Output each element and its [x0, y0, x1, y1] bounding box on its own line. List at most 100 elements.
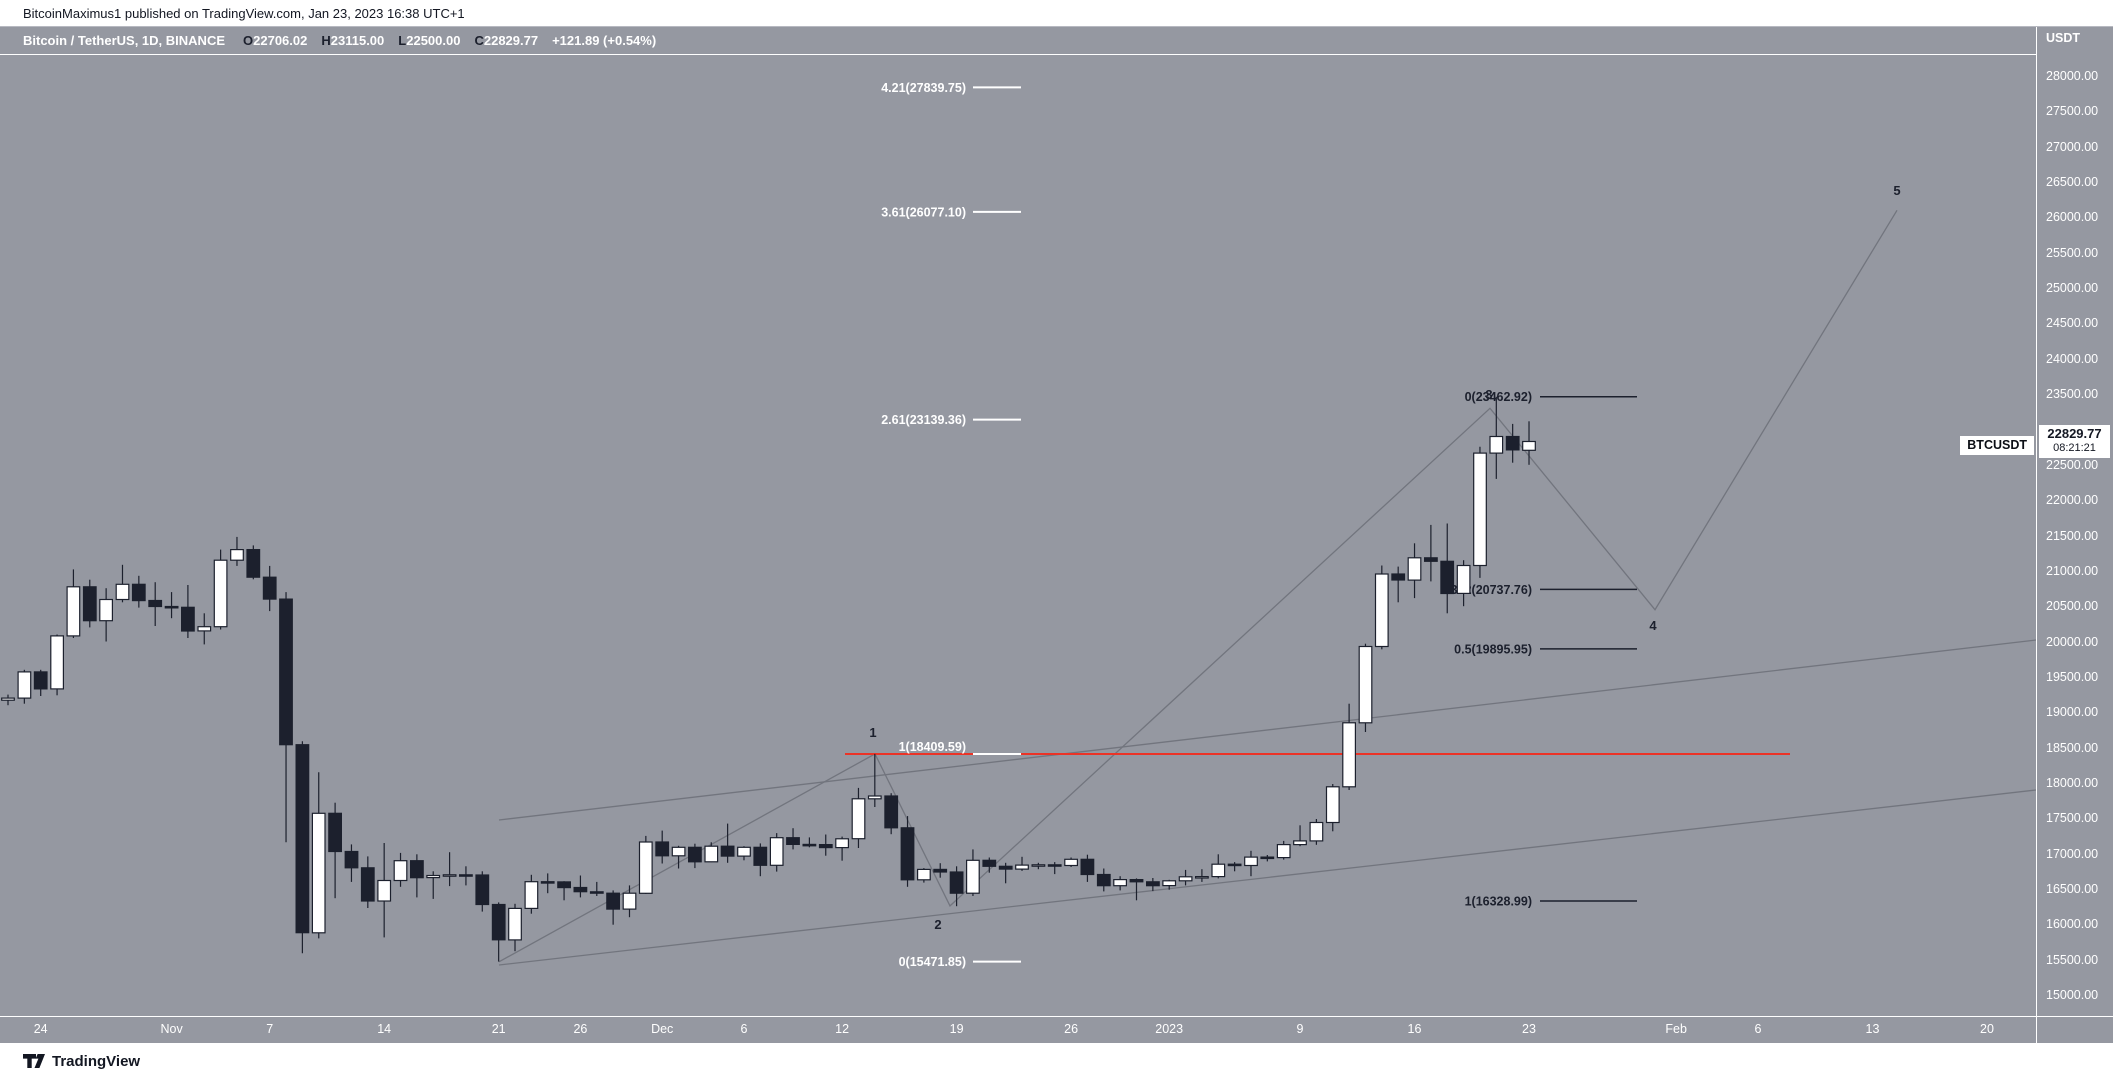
candle [360, 867, 375, 902]
wave-label-2: 2 [934, 917, 941, 932]
candle [720, 845, 735, 857]
candle [802, 843, 817, 847]
candle [1113, 878, 1128, 887]
candle [998, 865, 1013, 870]
trendline[interactable] [498, 639, 2036, 821]
candle [328, 812, 342, 853]
candle [17, 671, 32, 699]
fib-extension-label: 0(15471.85) [899, 955, 966, 969]
candle [426, 874, 441, 879]
time-tick: 13 [1865, 1022, 1880, 1036]
candle [197, 626, 212, 632]
candle [491, 903, 506, 941]
candle [1064, 858, 1079, 867]
candle [230, 548, 244, 561]
time-axis[interactable]: 24 Nov 7 14 21 26 Dec 6 12 19 26 2023 9 16 23 Feb 6 13 20 [0, 1016, 2036, 1044]
price-tick: 17000.00 [2046, 846, 2099, 861]
candle [344, 850, 359, 869]
low-value: L22500.00 [398, 33, 461, 48]
chart-area[interactable]: 4.21(27839.75) 3.61(26077.10) 2.61(23139.3… [0, 27, 2036, 1016]
candle [1129, 878, 1144, 883]
wave-label-3: 3 [1485, 387, 1492, 402]
candle [262, 576, 277, 600]
candle [786, 837, 800, 846]
candle [1309, 821, 1324, 842]
price-tick: 20000.00 [2046, 634, 2099, 649]
candle [916, 868, 931, 881]
candle [99, 598, 114, 622]
candle [769, 837, 784, 866]
candle [1162, 880, 1177, 887]
price-tick: 26000.00 [2046, 210, 2099, 225]
elliott-wave-path[interactable] [498, 209, 1898, 963]
wave-label-1: 1 [869, 725, 876, 740]
price-tick: 17500.00 [2046, 811, 2099, 826]
candle [246, 548, 261, 578]
price-axis[interactable]: USDT 22829.77 08:21:21 28000.00 27500.00 2… [2036, 27, 2113, 1043]
time-tick: 14 [377, 1022, 392, 1036]
candle [1342, 722, 1357, 788]
last-price-value: 22829.77 [2047, 425, 2102, 441]
price-tick: 27000.00 [2046, 139, 2099, 154]
tradingview-brand[interactable]: TradingView [52, 1052, 141, 1070]
last-price-label: 22829.77 08:21:21 [2039, 424, 2110, 458]
candle [1227, 863, 1242, 867]
time-tick: 20 [1980, 1022, 1994, 1036]
price-tick: 19000.00 [2046, 705, 2099, 720]
time-tick: 2023 [1155, 1022, 1184, 1036]
candle [1145, 881, 1160, 887]
axis-corner [2036, 1016, 2113, 1044]
candle [1, 697, 15, 701]
candle [753, 846, 768, 866]
candle [181, 606, 195, 632]
time-tick: 26 [1064, 1022, 1079, 1036]
price-tick: 20500.00 [2046, 599, 2099, 614]
fib-retracement-label: 1(16328.99) [1465, 895, 1532, 909]
candle [1293, 840, 1307, 846]
candle [1407, 557, 1422, 581]
price-tick: 24500.00 [2046, 316, 2099, 331]
wave-label-4: 4 [1649, 618, 1657, 633]
candle [279, 598, 293, 746]
price-tick: 26500.00 [2046, 175, 2099, 189]
candle [1096, 873, 1111, 887]
candle [1047, 864, 1062, 867]
candle [835, 838, 849, 849]
time-tick: 6 [1754, 1022, 1762, 1036]
price-chart[interactable]: 4.21(27839.75) 3.61(26077.10) 2.61(23139.3… [0, 27, 2036, 1016]
high-value: H23115.00 [321, 33, 385, 48]
time-tick: Dec [651, 1022, 674, 1036]
candle [1423, 557, 1438, 562]
candle [1505, 435, 1520, 451]
price-tick: 25500.00 [2046, 245, 2099, 260]
price-tick: 23500.00 [2046, 387, 2099, 402]
candle [442, 874, 457, 877]
candle [50, 635, 64, 690]
candle [933, 868, 948, 873]
candle [131, 583, 146, 602]
candle [311, 812, 326, 934]
symbol-description[interactable]: Bitcoin / TetherUS, 1D, BINANCE [23, 33, 226, 48]
ohlc-legend[interactable]: Bitcoin / TetherUS, 1D, BINANCE O22706.0… [0, 27, 2036, 55]
candle [1260, 856, 1275, 860]
candle [965, 859, 980, 894]
price-tick: 15000.00 [2046, 988, 2099, 1002]
candle [1276, 843, 1291, 859]
price-tick: 21000.00 [2046, 563, 2099, 578]
time-tick: 24 [33, 1022, 48, 1036]
fib-retracement-label: 0(23462.92) [1465, 390, 1532, 404]
candle [33, 671, 48, 690]
candle [1522, 440, 1536, 451]
candle [1456, 564, 1471, 594]
candle [606, 892, 620, 910]
trendline[interactable] [498, 789, 2036, 966]
candle [867, 795, 882, 800]
candle [82, 586, 97, 622]
candle [393, 860, 408, 882]
candle [508, 907, 522, 941]
candle [704, 845, 719, 863]
price-tick: 21500.00 [2046, 528, 2099, 543]
candle [1244, 856, 1258, 867]
tradingview-logo-icon[interactable] [23, 1053, 45, 1069]
